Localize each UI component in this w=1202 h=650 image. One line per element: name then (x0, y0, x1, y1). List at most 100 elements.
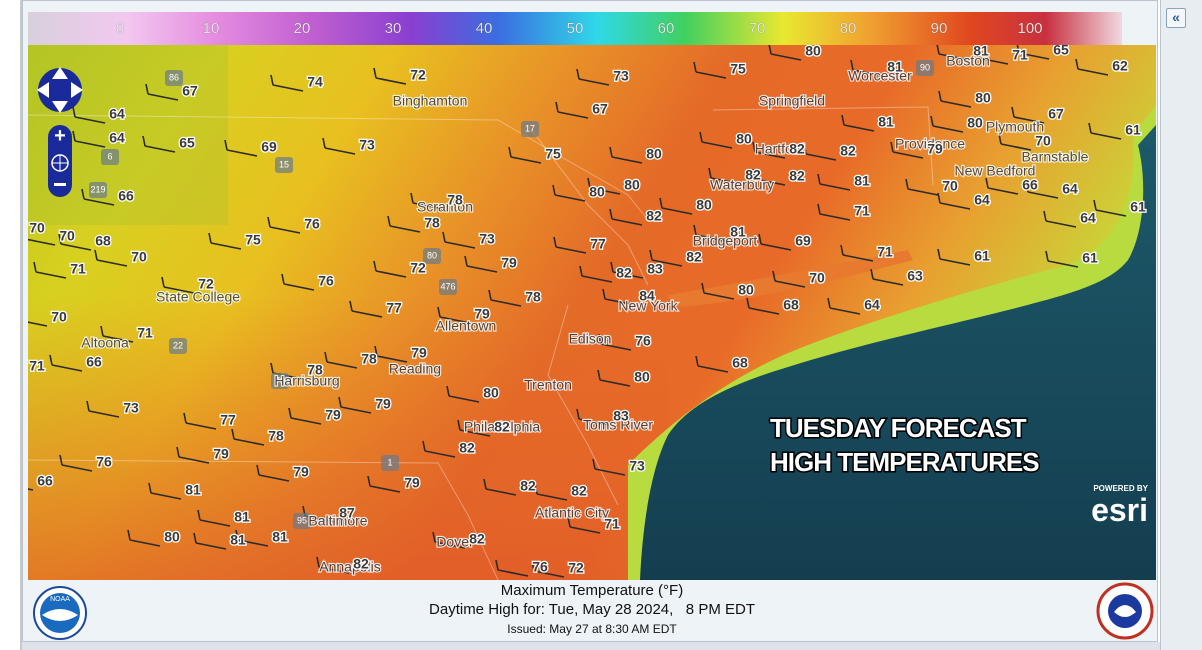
wind-barb (457, 419, 491, 437)
wind-barb (94, 249, 128, 267)
road-shield (89, 182, 107, 198)
temperature-label: 61 (1130, 199, 1146, 215)
temperature-label: 77 (386, 300, 402, 316)
overlay-title: TUESDAY FORECAST (770, 413, 1027, 443)
wind-barb (349, 300, 383, 318)
temperature-label: 70 (809, 270, 825, 286)
road-shield (169, 338, 187, 354)
city-label: Springfield (759, 93, 825, 109)
pan-control[interactable] (37, 67, 83, 113)
wind-barb (422, 440, 456, 458)
city-label: Trenton (524, 377, 572, 393)
noaa-logo: NOAA (33, 586, 87, 640)
wind-barb (803, 143, 837, 161)
temperature-label: 68 (95, 233, 111, 249)
wind-barb (224, 139, 258, 157)
road-shield (916, 60, 934, 76)
temperature-label: 74 (307, 74, 323, 90)
temperature-label: 82 (616, 265, 632, 281)
temperature-label: 82 (840, 143, 856, 159)
wind-barb (841, 114, 875, 132)
wind-barb (587, 177, 621, 195)
temperature-label: 73 (479, 231, 495, 247)
wind-barb (610, 261, 644, 279)
svg-text:+: + (54, 125, 66, 147)
overlay-title: HIGH TEMPERATURES (770, 447, 1039, 477)
city-label: Edison (569, 331, 612, 347)
temperature-label: 82 (353, 556, 369, 572)
wind-barb (58, 233, 92, 251)
wind-barb (985, 177, 1019, 195)
wind-barb (145, 83, 179, 101)
temperature-label: 64 (974, 192, 990, 208)
temperature-label: 79 (213, 446, 229, 462)
temperature-label: 82 (745, 167, 761, 183)
wind-barb (1025, 181, 1059, 199)
legend-tick-label: 10 (203, 20, 220, 37)
city-label: Barnstable (1022, 149, 1089, 165)
road-shield-label: 78 (275, 375, 285, 385)
temperature-label: 75 (245, 232, 261, 248)
temperature-label: 76 (635, 333, 651, 349)
road-shield-label: 86 (169, 72, 179, 82)
temperature-label: 69 (795, 233, 811, 249)
wind-barb (508, 146, 542, 164)
road-shield (165, 70, 183, 86)
wind-barb (374, 345, 408, 363)
city-label: Binghamton (393, 93, 468, 109)
temperature-label: 78 (525, 289, 541, 305)
ocean (640, 125, 1156, 580)
city-label: Dover (436, 534, 474, 550)
temperature-label: 67 (1048, 106, 1064, 122)
wind-barb (127, 529, 161, 547)
wind-barb (1093, 199, 1127, 217)
footer-issued: Issued: May 27 at 8:30 AM EDT (507, 622, 677, 636)
temperature-label: 80 (589, 184, 605, 200)
footer-title: Maximum Temperature (°F) (500, 582, 684, 599)
road-shield-label: 22 (173, 340, 183, 350)
wind-barb (827, 297, 861, 315)
temperature-label: 71 (29, 358, 45, 374)
temperature-label: 70 (942, 178, 958, 194)
city-label: Allentown (436, 318, 497, 334)
city-label: Atlantic City (535, 505, 609, 521)
temperature-label: 80 (634, 369, 650, 385)
temperature-label: 82 (459, 440, 475, 456)
temperature-label: 84 (639, 288, 655, 304)
temperature-label: 87 (339, 505, 355, 521)
wind-barb (81, 188, 115, 206)
temperature-label: 61 (974, 248, 990, 264)
legend-tick-label: 30 (385, 20, 402, 37)
wind-barb (437, 306, 471, 324)
temperature-label: 78 (424, 215, 440, 231)
collapse-button[interactable]: « (1166, 8, 1186, 28)
wind-barb (609, 146, 643, 164)
city-label: State College (156, 289, 240, 305)
wind-barb (752, 141, 786, 159)
city-label: Altoona (81, 335, 129, 351)
temperature-label: 77 (220, 412, 236, 428)
legend-tick-label: 40 (476, 20, 493, 37)
wind-barb (72, 106, 106, 124)
wind-barb (193, 532, 227, 550)
wind-barb (49, 354, 83, 372)
color-legend: 0 10 20 30 40 50 60 70 80 90 100 (28, 12, 1122, 45)
wind-barb (567, 516, 601, 534)
temperature-label: 64 (1062, 181, 1078, 197)
wind-barb (442, 231, 476, 249)
temperature-label: 73 (629, 458, 645, 474)
temperature-label: 65 (1053, 45, 1069, 58)
temperature-label: 72 (410, 260, 426, 276)
temperature-label: 66 (86, 354, 102, 370)
temperature-label: 80 (624, 177, 640, 193)
road-shield-label: 219 (90, 184, 105, 194)
road-shield-label: 90 (920, 62, 930, 72)
temperature-label: 82 (789, 168, 805, 184)
wind-barb (367, 475, 401, 493)
zoom-control[interactable]: + (48, 125, 72, 197)
wind-barb (495, 559, 529, 577)
city-label: Toms River (583, 417, 653, 433)
temperature-label: 63 (907, 268, 923, 284)
city-label: Bridgeport (693, 233, 758, 249)
wind-barb (387, 215, 421, 233)
